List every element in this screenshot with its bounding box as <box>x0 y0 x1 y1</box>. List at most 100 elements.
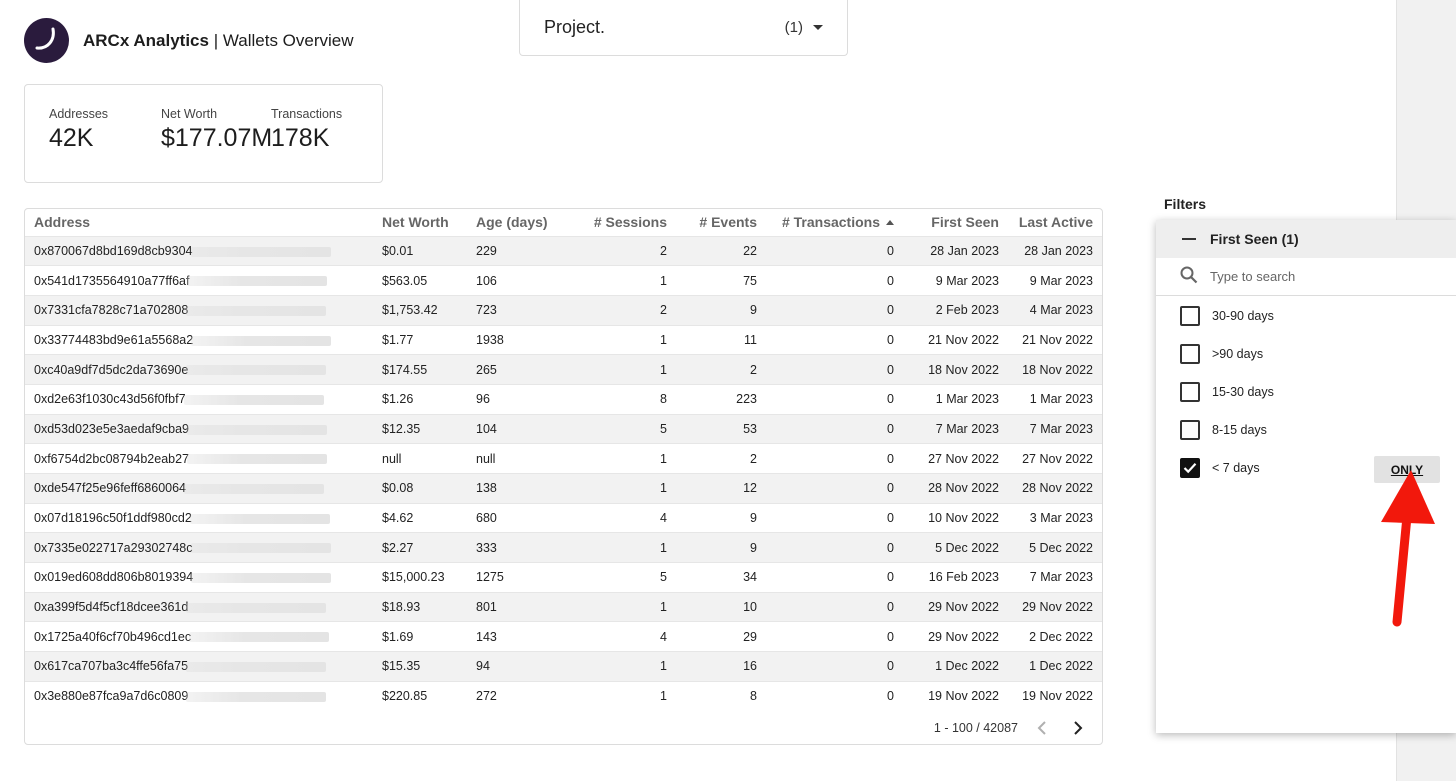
table-row[interactable]: 0x870067d8bd169d8cb9304 $0.01 229 2 22 0 28 Ja… <box>25 235 1102 266</box>
col-header-address[interactable]: Address <box>34 214 91 231</box>
checkbox[interactable] <box>1180 344 1200 364</box>
chevron-right-icon[interactable] <box>1066 716 1090 740</box>
table-cell: 4 Mar 2023 <box>1008 294 1102 326</box>
col-header-first-seen[interactable]: First Seen <box>931 214 999 231</box>
redaction-blur <box>189 632 330 643</box>
checkbox[interactable] <box>1180 382 1200 402</box>
col-header-events[interactable]: # Events <box>699 214 757 231</box>
table-cell: 0x7331cfa7828c71a702808 <box>25 294 373 326</box>
table-cell: 223 <box>676 383 766 415</box>
table-cell: 27 Nov 2022 <box>903 443 1008 474</box>
redaction-blur <box>187 276 328 287</box>
table-row[interactable]: 0x019ed608dd806b8019394 $15,000.23 1275 5 34… <box>25 562 1102 593</box>
wallet-address: 0x7335e022717a29302748c <box>34 540 193 555</box>
table-cell: 28 Nov 2022 <box>903 473 1008 504</box>
filter-option-15-30[interactable]: 15-30 days <box>1180 381 1274 403</box>
filter-option-8-15[interactable]: 8-15 days <box>1180 419 1267 441</box>
table-row[interactable]: 0x07d18196c50f1ddf980cd2 $4.62 680 4 9 0 10 No… <box>25 502 1102 533</box>
filter-option-30-90[interactable]: 30-90 days <box>1180 305 1274 327</box>
table-cell: $15.35 <box>373 651 467 682</box>
kpi-scorecard: Addresses 42K Net Worth $177.07M Transac… <box>24 84 383 183</box>
filter-option-90-plus[interactable]: >90 days <box>1180 343 1263 365</box>
table-cell: 2 <box>676 443 766 474</box>
table-row[interactable]: 0x7335e022717a29302748c $2.27 333 1 9 0 5 Dec … <box>25 532 1102 563</box>
table-cell: 0 <box>766 532 903 563</box>
wallet-address: 0xd2e63f1030c43d56f0fbf7 <box>34 392 186 407</box>
col-header-last-active[interactable]: Last Active <box>1018 214 1093 231</box>
redaction-blur <box>189 513 330 524</box>
table-cell: 1 <box>567 473 676 504</box>
filter-group-header[interactable]: First Seen (1) <box>1156 220 1456 258</box>
table-row[interactable]: 0xf6754d2bc08794b2eab27 null null 1 2 0 27 Nov… <box>25 443 1102 474</box>
table-cell: 0 <box>766 324 903 355</box>
table-cell: 0 <box>766 383 903 415</box>
wallet-address: 0x870067d8bd169d8cb9304 <box>34 243 193 258</box>
checkbox-checked[interactable] <box>1180 458 1200 478</box>
table-cell: $2.27 <box>373 532 467 563</box>
table-row[interactable]: 0x3e880e87fca9a7d6c0809 $220.85 272 1 8 0 19 N… <box>25 680 1102 711</box>
table-cell: 0x617ca707ba3c4ffe56fa75 <box>25 651 373 682</box>
col-header-net-worth[interactable]: Net Worth <box>382 214 449 231</box>
table-cell: 18 Nov 2022 <box>1008 354 1102 385</box>
table-cell: 0 <box>766 591 903 622</box>
col-header-sessions[interactable]: # Sessions <box>593 214 667 231</box>
col-header-transactions[interactable]: # Transactions <box>766 209 903 236</box>
table-cell: 2 Feb 2023 <box>903 294 1008 326</box>
wallet-address: 0xd53d023e5e3aedaf9cba9 <box>34 421 190 436</box>
search-icon <box>1180 266 1198 287</box>
project-selector[interactable]: Project. (1) <box>519 0 848 56</box>
kpi-label: Net Worth <box>161 107 218 121</box>
table-row[interactable]: 0xa399f5d4f5cf18dcee361d $18.93 801 1 10 0 29 … <box>25 591 1102 622</box>
table-cell: 29 Nov 2022 <box>903 591 1008 622</box>
table-cell: $1.26 <box>373 383 467 415</box>
redaction-blur <box>184 484 325 495</box>
table-cell: 0xa399f5d4f5cf18dcee361d <box>25 591 373 622</box>
table-cell: $174.55 <box>373 354 467 385</box>
table-cell: 9 <box>676 502 766 533</box>
table-cell: 7 Mar 2023 <box>1008 562 1102 593</box>
redaction-blur <box>186 602 327 613</box>
redaction-blur <box>186 692 327 703</box>
table-cell: $4.62 <box>373 502 467 533</box>
checkbox[interactable] <box>1180 306 1200 326</box>
redaction-blur <box>186 305 327 316</box>
table-row[interactable]: 0xd2e63f1030c43d56f0fbf7 $1.26 96 8 223 0 1 Ma… <box>25 383 1102 415</box>
table-cell: 2 <box>567 235 676 266</box>
table-row[interactable]: 0x541d1735564910a77ff6af $563.05 106 1 75 0 9 … <box>25 265 1102 296</box>
table-cell: 104 <box>467 413 567 444</box>
filter-search-input[interactable] <box>1210 269 1410 284</box>
table-cell: 0 <box>766 443 903 474</box>
kpi-label: Transactions <box>271 107 343 121</box>
checkbox[interactable] <box>1180 420 1200 440</box>
table-row[interactable]: 0xde547f25e96feff6860064 $0.08 138 1 12 0 28 N… <box>25 473 1102 504</box>
table-cell: 0 <box>766 680 903 711</box>
table-row[interactable]: 0xc40a9df7d5dc2da73690e $174.55 265 1 2 0 18 N… <box>25 354 1102 385</box>
wallet-address: 0x541d1735564910a77ff6af <box>34 273 190 288</box>
brand-header: ARCx Analytics | Wallets Overview <box>24 18 354 63</box>
chevron-left-icon[interactable] <box>1030 716 1054 740</box>
col-header-age[interactable]: Age (days) <box>476 214 548 231</box>
table-cell: 0xde547f25e96feff6860064 <box>25 473 373 504</box>
table-cell: $12.35 <box>373 413 467 444</box>
table-cell: 21 Nov 2022 <box>1008 324 1102 355</box>
table-cell: 1 <box>567 591 676 622</box>
table-cell: 1 <box>567 324 676 355</box>
table-cell: 28 Nov 2022 <box>1008 473 1102 504</box>
table-cell: $0.08 <box>373 473 467 504</box>
table-cell: 0x870067d8bd169d8cb9304 <box>25 235 373 266</box>
table-cell: 9 <box>676 532 766 563</box>
table-row[interactable]: 0x7331cfa7828c71a702808 $1,753.42 723 2 9 0 2 … <box>25 294 1102 326</box>
table-row[interactable]: 0x33774483bd9e61a5568a2 $1.77 1938 1 11 0 21 N… <box>25 324 1102 355</box>
table-cell: 0 <box>766 562 903 593</box>
filter-option-label: 15-30 days <box>1212 385 1274 399</box>
table-cell: 0xf6754d2bc08794b2eab27 <box>25 443 373 474</box>
table-cell: 29 Nov 2022 <box>1008 591 1102 622</box>
filter-option-under-7[interactable]: < 7 days <box>1180 457 1260 479</box>
minus-icon[interactable] <box>1182 238 1196 240</box>
table-cell: $220.85 <box>373 680 467 711</box>
table-cell: $18.93 <box>373 591 467 622</box>
table-row[interactable]: 0x1725a40f6cf70b496cd1ec $1.69 143 4 29 0 29 N… <box>25 621 1102 652</box>
table-row[interactable]: 0xd53d023e5e3aedaf9cba9 $12.35 104 5 53 0 7 Ma… <box>25 413 1102 444</box>
table-row[interactable]: 0x617ca707ba3c4ffe56fa75 $15.35 94 1 16 0 1 De… <box>25 651 1102 682</box>
arcx-logo-icon <box>24 18 69 63</box>
